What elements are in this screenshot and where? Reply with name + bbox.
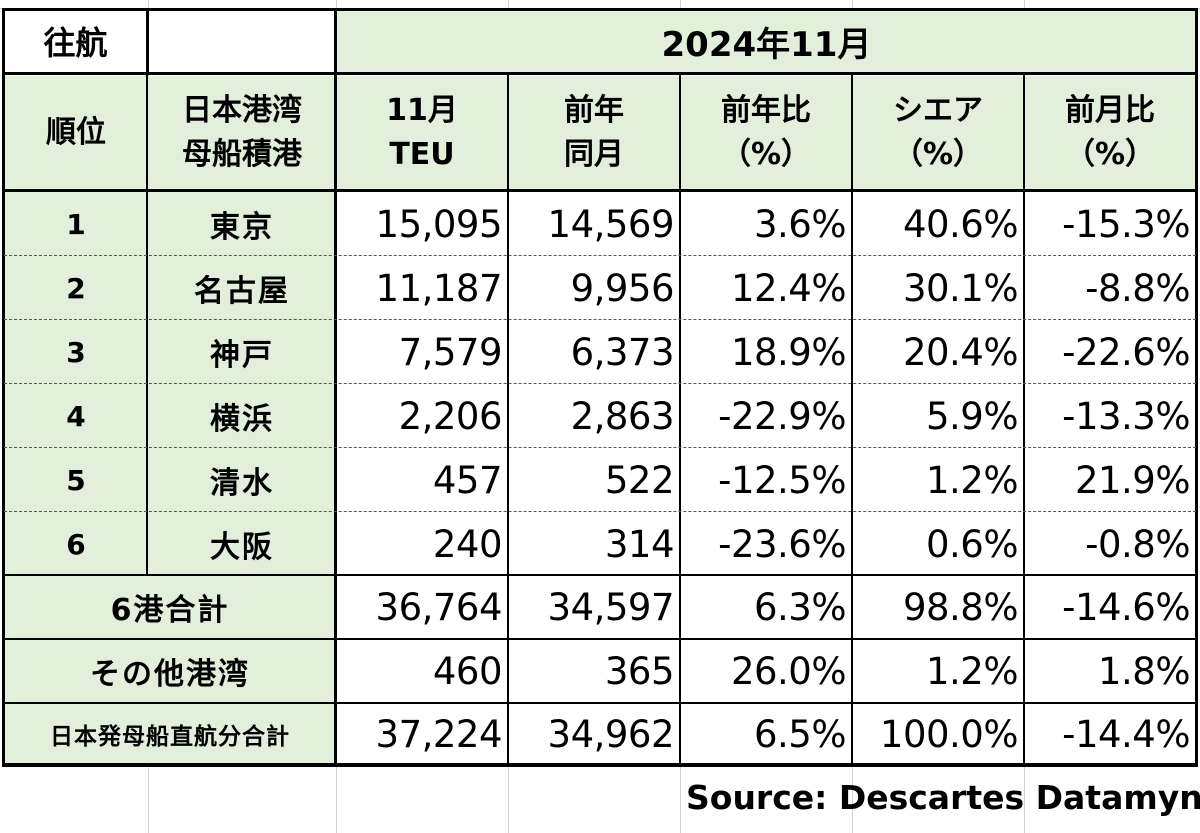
summary-prev: 365	[604, 649, 675, 693]
summary-yoy: 6.3%	[754, 585, 847, 629]
cell-mom: -0.8%	[1085, 522, 1190, 566]
row-port: 名古屋	[148, 256, 336, 320]
row-rank: 6	[4, 512, 148, 576]
header-prev-year: 前年 同月	[508, 76, 680, 190]
cell-share: 0.6%	[926, 522, 1019, 566]
row-rank: 4	[4, 384, 148, 448]
summary-teu: 36,764	[375, 585, 503, 629]
summary-yoy: 26.0%	[730, 649, 847, 693]
cell-share: 20.4%	[902, 330, 1019, 374]
cell-prev: 522	[604, 458, 675, 502]
summary-mom: 1.8%	[1098, 649, 1191, 693]
cell-share: 5.9%	[926, 394, 1019, 438]
header-yoy: 前年比 （%）	[680, 76, 852, 190]
cell-teu: 15,095	[375, 202, 503, 246]
cell-teu: 7,579	[398, 330, 503, 374]
cell-prev: 9,956	[570, 266, 675, 310]
header-port: 日本港湾 母船積港	[148, 76, 336, 190]
cell-yoy: 12.4%	[730, 266, 847, 310]
cell-yoy: -23.6%	[718, 522, 846, 566]
row-port: 清水	[148, 448, 336, 512]
summary-yoy: 6.5%	[754, 712, 847, 756]
cell-prev: 6,373	[570, 330, 675, 374]
row-rank: 1	[4, 192, 148, 256]
summary-mom: -14.6%	[1062, 585, 1190, 629]
summary-prev: 34,962	[547, 712, 675, 756]
summary-teu: 460	[432, 649, 503, 693]
cell-yoy: 18.9%	[730, 330, 847, 374]
cell-prev: 314	[604, 522, 675, 566]
summary-label: その他港湾	[4, 640, 336, 702]
summary-mom: -14.4%	[1062, 712, 1190, 756]
header-rank: 順位	[4, 76, 148, 190]
row-port: 神戸	[148, 320, 336, 384]
cell-share: 30.1%	[902, 266, 1019, 310]
header-share: シエア （%）	[852, 76, 1024, 190]
cell-teu: 240	[432, 522, 503, 566]
summary-label: 6港合計	[4, 576, 336, 638]
cell-teu: 457	[432, 458, 503, 502]
row-rank: 5	[4, 448, 148, 512]
cell-share: 1.2%	[926, 458, 1019, 502]
cell-mom: 21.9%	[1074, 458, 1191, 502]
cell-teu: 2,206	[398, 394, 503, 438]
cell-prev: 2,863	[570, 394, 675, 438]
summary-share: 1.2%	[926, 649, 1019, 693]
cell-mom: -22.6%	[1062, 330, 1190, 374]
cell-yoy: -22.9%	[718, 394, 846, 438]
row-port: 横浜	[148, 384, 336, 448]
source-note: Source: Descartes Datamyne	[686, 778, 1200, 817]
row-rank: 3	[4, 320, 148, 384]
cell-mom: -13.3%	[1062, 394, 1190, 438]
cell-yoy: -12.5%	[718, 458, 846, 502]
cell-mom: -8.8%	[1085, 266, 1190, 310]
row-rank: 2	[4, 256, 148, 320]
cell-mom: -15.3%	[1062, 202, 1190, 246]
summary-share: 100.0%	[879, 712, 1019, 756]
cell-prev: 14,569	[547, 202, 675, 246]
row-port: 東京	[148, 192, 336, 256]
header-teu: 11月 TEU	[336, 76, 508, 190]
summary-label: 日本発母船直航分合計	[4, 704, 336, 764]
header-mom: 前月比 （%）	[1024, 76, 1196, 190]
cell-teu: 11,187	[375, 266, 503, 310]
summary-teu: 37,224	[375, 712, 503, 756]
cell-share: 40.6%	[902, 202, 1019, 246]
summary-prev: 34,597	[547, 585, 675, 629]
row-port: 大阪	[148, 512, 336, 576]
period-header: 2024年11月	[337, 10, 1196, 72]
cell-yoy: 3.6%	[754, 202, 847, 246]
summary-share: 98.8%	[902, 585, 1019, 629]
direction-label: 往航	[4, 10, 147, 72]
